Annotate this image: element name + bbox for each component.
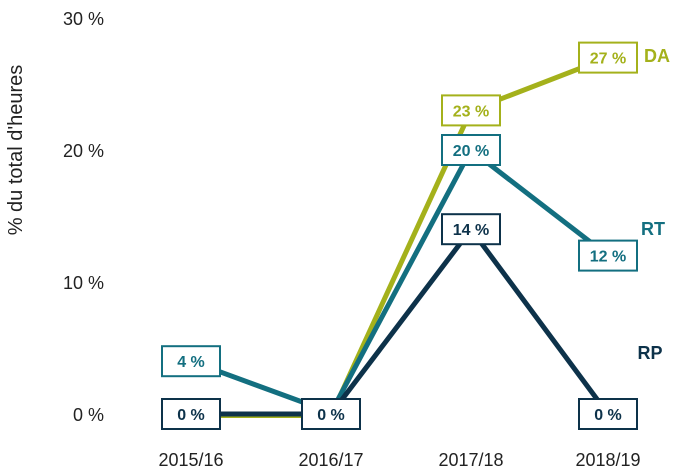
- data-label-rp: 14 %: [441, 213, 501, 246]
- series-line-rp: [188, 226, 611, 417]
- x-tick-label: 2015/16: [158, 450, 223, 470]
- data-label-rt: 12 %: [578, 239, 638, 272]
- data-label-text: 0 %: [177, 407, 205, 424]
- data-label-text: 27 %: [590, 51, 626, 68]
- data-label-da: 27 %: [578, 41, 638, 74]
- data-label-text: 4 %: [177, 354, 205, 371]
- data-label-text: 14 %: [453, 222, 489, 239]
- data-label-box: [161, 345, 221, 378]
- y-tick-label: 30 %: [63, 9, 104, 29]
- y-axis-title: % du total d'heures: [5, 65, 27, 236]
- data-label-rp: 0 %: [301, 398, 361, 430]
- x-tick-label: 2017/18: [438, 450, 503, 470]
- series-line-da: [188, 55, 611, 418]
- data-label-box: [578, 398, 638, 430]
- data-label-box: [301, 398, 361, 430]
- series-name-rt: RT: [641, 219, 665, 239]
- data-label-text: 0 %: [594, 407, 622, 424]
- data-label-text: 12 %: [590, 249, 626, 266]
- data-label-text: 23 %: [453, 103, 489, 120]
- data-label-rp: 0 %: [578, 398, 638, 430]
- data-label-box: [578, 239, 638, 272]
- data-label-text: 0 %: [317, 407, 345, 424]
- y-tick-label: 20 %: [63, 141, 104, 161]
- data-label-box: [441, 134, 501, 166]
- series-line-rt: [188, 147, 611, 415]
- data-label-box: [578, 41, 638, 74]
- y-tick-label: 0 %: [73, 405, 104, 425]
- data-label-rt: 20 %: [441, 134, 501, 166]
- data-label-text: 20 %: [453, 143, 489, 160]
- data-label-box: [441, 213, 501, 246]
- series-name-da: DA: [644, 46, 670, 66]
- series-name-rp: RP: [637, 343, 662, 363]
- data-label-rp: 0 %: [161, 398, 221, 430]
- x-tick-label: 2016/17: [298, 450, 363, 470]
- data-label-da: 23 %: [441, 94, 501, 127]
- data-label-rt: 4 %: [161, 345, 221, 378]
- x-tick-label: 2018/19: [575, 450, 640, 470]
- y-tick-label: 10 %: [63, 273, 104, 293]
- data-label-box: [161, 398, 221, 430]
- data-label-box: [441, 94, 501, 127]
